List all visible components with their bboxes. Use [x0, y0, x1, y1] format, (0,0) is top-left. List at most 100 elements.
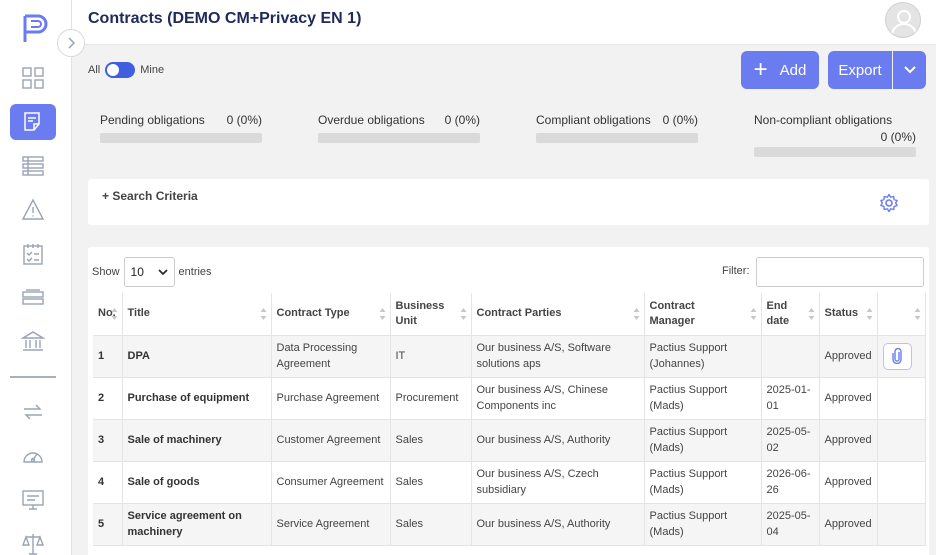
sort-icon [379, 307, 385, 320]
cell-end-date: 2025-05-04 [761, 503, 820, 546]
page-title: Contracts (DEMO CM+Privacy EN 1) [88, 10, 362, 27]
stack-icon [22, 289, 44, 305]
cell-status: Approved [819, 377, 878, 420]
table-row[interactable]: 2 Purchase of equipment Purchase Agreeme… [93, 377, 926, 420]
table-row[interactable]: 3 Sale of machinery Customer Agreement S… [93, 419, 926, 462]
cell-contract-parties: Our business A/S, Software solutions aps [471, 335, 645, 378]
column-header-contract-manager[interactable]: Contract Manager [644, 293, 762, 336]
contracts-table-panel: Show 10 entries Filter: No. Title Contra… [88, 247, 929, 555]
obligation-label: Overdue obligations [318, 113, 425, 127]
sidebar-item-transfers[interactable] [10, 394, 56, 430]
compliant-obligations: Compliant obligations 0 (0%) [536, 113, 698, 143]
sidebar-item-entities[interactable] [10, 324, 56, 360]
cell-no: 3 [93, 419, 123, 462]
cell-contract-manager: Pactius Support (Mads) [644, 419, 762, 462]
cell-business-unit: IT [390, 335, 472, 378]
cell-contract-manager: Pactius Support (Mads) [644, 377, 762, 420]
cell-title[interactable]: Sale of goods [122, 461, 272, 504]
column-header-contract-parties[interactable]: Contract Parties [471, 293, 645, 336]
cell-no: 4 [93, 461, 123, 504]
search-criteria-toggle[interactable]: + Search Criteria [102, 189, 198, 203]
toggle-label-mine: Mine [140, 64, 165, 76]
cell-contract-manager: Pactius Support (Mads) [644, 461, 762, 504]
top-header: Contracts (DEMO CM+Privacy EN 1) [72, 0, 936, 45]
all-mine-toggle[interactable] [105, 62, 136, 78]
sidebar-item-reports[interactable] [10, 482, 56, 518]
cell-status: Approved [819, 461, 878, 504]
sort-icon [460, 307, 466, 320]
column-header-business-unit[interactable]: Business Unit [390, 293, 472, 336]
cell-contract-type: Customer Agreement [271, 419, 391, 462]
dashboard-grid-icon [22, 67, 44, 89]
attachment-button[interactable] [882, 342, 912, 370]
chevron-right-icon [68, 37, 76, 49]
cell-end-date: 2025-05-02 [761, 419, 820, 462]
column-header-contract-type[interactable]: Contract Type [271, 293, 391, 336]
arrows-exchange-icon [24, 404, 42, 420]
cell-attachment [877, 377, 926, 420]
sidebar-collapse-button[interactable] [57, 29, 85, 57]
page-size-select[interactable]: 10 [123, 257, 175, 287]
sort-icon [111, 307, 117, 320]
sidebar-item-risks[interactable] [10, 192, 56, 228]
user-icon [891, 10, 917, 36]
export-button-label: Export [838, 61, 882, 79]
table-row[interactable]: 1 DPA Data Processing Agreement IT Our b… [93, 335, 926, 378]
sidebar-item-dashboard[interactable] [10, 60, 56, 96]
sidebar-item-archive[interactable] [10, 280, 56, 316]
obligation-label: Pending obligations [100, 113, 205, 127]
table-row[interactable]: 5 Service agreement on machinery Service… [93, 503, 926, 546]
plus-icon: + [753, 56, 768, 83]
cell-title[interactable]: Service agreement on machinery [122, 503, 272, 546]
chevron-down-icon [157, 268, 168, 275]
cell-end-date: 2026-06-26 [761, 461, 820, 504]
sidebar-item-tasks[interactable] [10, 236, 56, 272]
obligation-value: 0 (0%) [444, 113, 480, 127]
obligation-value: 0 (0%) [880, 130, 916, 144]
cell-status: Approved [819, 503, 878, 546]
column-header-title[interactable]: Title [122, 293, 272, 336]
cell-contract-parties: Our business A/S, Czech subsidiary [471, 461, 645, 504]
cell-contract-type: Consumer Agreement [271, 461, 391, 504]
filter-label: Filter: [722, 265, 750, 277]
cell-status: Approved [819, 419, 878, 462]
obligation-progress-bar [100, 133, 262, 143]
cell-contract-parties: Our business A/S, Authority [471, 503, 645, 546]
cell-attachment [877, 335, 926, 378]
cell-contract-type: Service Agreement [271, 503, 391, 546]
cell-business-unit: Procurement [390, 377, 472, 420]
column-header-no[interactable]: No. [93, 293, 123, 336]
sidebar-item-contracts[interactable] [10, 104, 56, 140]
column-header-status[interactable]: Status [819, 293, 878, 336]
table-row[interactable]: 4 Sale of goods Consumer Agreement Sales… [93, 461, 926, 504]
cell-contract-type: Purchase Agreement [271, 377, 391, 420]
pactius-logo[interactable] [22, 14, 50, 44]
cell-end-date [761, 335, 820, 378]
sidebar-item-list[interactable] [10, 148, 56, 184]
calendar-checklist-icon [23, 244, 43, 265]
warning-icon [21, 198, 45, 220]
cell-title[interactable]: Sale of machinery [122, 419, 272, 462]
gear-icon[interactable] [879, 193, 899, 213]
add-button[interactable]: + Add [741, 51, 819, 89]
cell-title[interactable]: Purchase of equipment [122, 377, 272, 420]
obligation-label: Non-compliant obligations [754, 113, 893, 127]
cell-no: 2 [93, 377, 123, 420]
obligation-value: 0 (0%) [662, 113, 698, 127]
sidebar-item-compliance[interactable] [10, 526, 56, 555]
export-dropdown-button[interactable] [893, 51, 926, 89]
cell-business-unit: Sales [390, 461, 472, 504]
column-header-attachments[interactable] [877, 293, 926, 336]
obligation-label: Compliant obligations [536, 113, 651, 127]
filter-input[interactable] [756, 257, 924, 287]
cell-title[interactable]: DPA [122, 335, 272, 378]
list-icon [22, 156, 44, 176]
export-button[interactable]: Export [828, 51, 892, 89]
show-label: Show [92, 266, 120, 278]
column-header-end-date[interactable]: End date [761, 293, 820, 336]
sort-icon [750, 307, 756, 320]
user-avatar[interactable] [885, 2, 921, 38]
sidebar-item-performance[interactable] [10, 438, 56, 474]
page-size-value: 10 [130, 265, 144, 279]
cell-contract-parties: Our business A/S, Chinese Components inc [471, 377, 645, 420]
